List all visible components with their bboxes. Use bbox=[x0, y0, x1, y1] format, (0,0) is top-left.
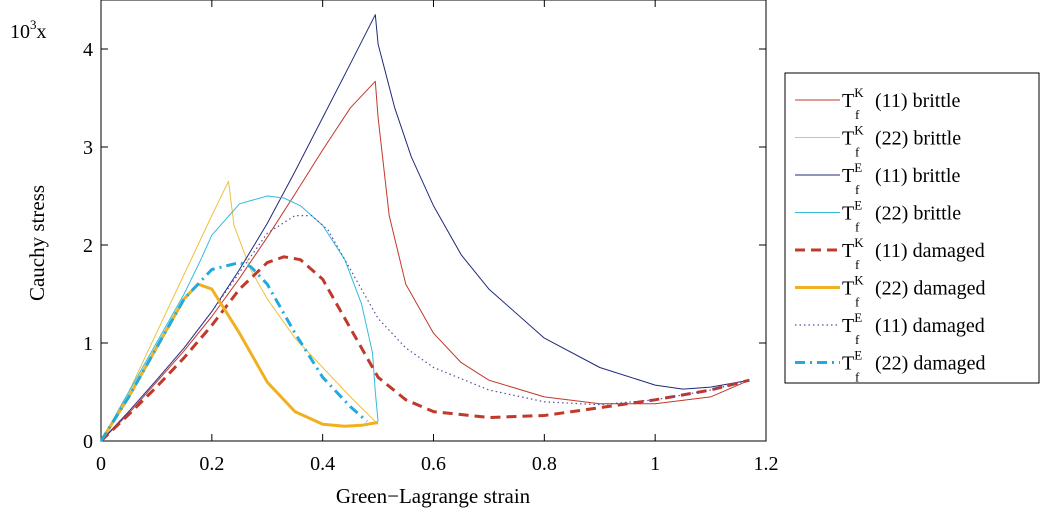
series-line-7 bbox=[99, 261, 368, 442]
series-line-2 bbox=[100, 14, 750, 442]
legend-label-5: TK f(22) damaged bbox=[842, 273, 986, 310]
series-line-5 bbox=[99, 282, 379, 442]
x-tick-label-1: 0.2 bbox=[199, 453, 224, 475]
x-tick-label-3: 0.6 bbox=[421, 453, 446, 475]
legend-label-3: TE f(22) brittle bbox=[842, 198, 961, 235]
x-tick-label-2: 0.4 bbox=[310, 453, 335, 475]
axes-box bbox=[100, 0, 767, 442]
legend-label-1: TK f(22) brittle bbox=[842, 123, 961, 160]
legend-label-0: TK f(11) brittle bbox=[842, 85, 960, 122]
y-axis-label: Cauchy stress bbox=[25, 185, 49, 301]
x-tick-label-6: 1.2 bbox=[754, 453, 779, 475]
x-tick-label-4: 0.8 bbox=[532, 453, 557, 475]
series-line-6 bbox=[100, 215, 750, 442]
legend-label-2: TE f(11) brittle bbox=[842, 160, 960, 197]
y-tick-label-2: 2 bbox=[83, 235, 93, 257]
y-tick-label-4: 4 bbox=[83, 39, 93, 61]
series-line-4 bbox=[99, 255, 750, 443]
y-tick-label-1: 1 bbox=[83, 333, 93, 355]
legend-label-4: TK f(11) damaged bbox=[842, 235, 985, 272]
legend-label-7: TE f(22) damaged bbox=[842, 348, 986, 385]
series-line-3 bbox=[100, 195, 379, 442]
legend-label-6: TE f(11) damaged bbox=[842, 310, 985, 347]
series-line-1 bbox=[100, 180, 379, 442]
y-tick-label-3: 3 bbox=[83, 137, 93, 159]
y-tick-label-0: 0 bbox=[83, 431, 93, 453]
legend-box bbox=[784, 72, 1040, 384]
y-scale-label: 103x bbox=[10, 17, 47, 43]
x-tick-label-5: 1 bbox=[650, 453, 660, 475]
plot-area: 0 0.2 0.4 0.6 0.8 1 1.2 0 1 2 3 4 bbox=[83, 0, 779, 475]
x-tick-label-0: 0 bbox=[96, 453, 106, 475]
series-line-0 bbox=[100, 80, 750, 442]
x-axis-label: Green−Lagrange strain bbox=[336, 484, 531, 508]
